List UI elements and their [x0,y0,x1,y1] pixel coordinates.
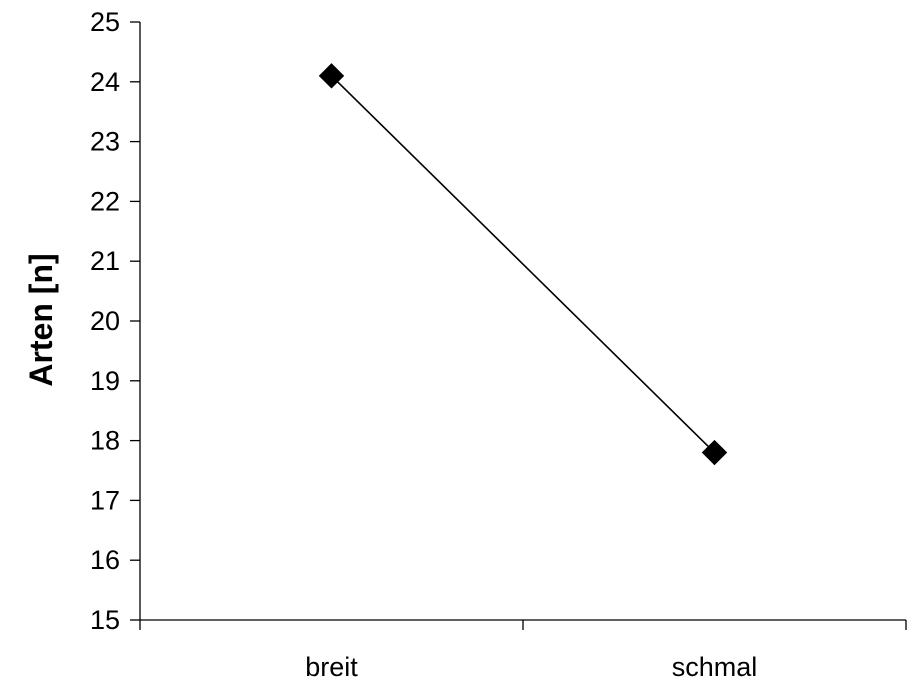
y-tick-label: 20 [90,306,120,336]
y-tick-label: 18 [90,426,120,456]
y-tick-label: 15 [90,605,120,635]
x-tick-label: schmal [672,652,758,682]
x-axis-tick-labels: breit schmal [305,652,757,682]
data-point-diamond [701,439,728,466]
y-axis-title: Arten [n] [23,253,59,386]
y-tick-label: 21 [90,246,120,276]
data-point-diamond [318,63,345,89]
y-axis-tick-labels: 15 16 17 18 19 20 21 22 23 24 25 [90,7,120,635]
y-axis-ticks [130,21,140,621]
y-tick-label: 23 [90,127,120,157]
x-axis-ticks [139,620,907,630]
series-line [330,75,716,454]
y-tick-label: 17 [90,485,120,515]
y-tick-label: 16 [90,545,120,575]
y-tick-label: 19 [90,366,120,396]
x-tick-label: breit [305,652,358,682]
y-tick-label: 25 [90,7,120,37]
y-tick-label: 22 [90,186,120,216]
y-tick-label: 24 [90,67,120,97]
data-series [318,63,728,466]
